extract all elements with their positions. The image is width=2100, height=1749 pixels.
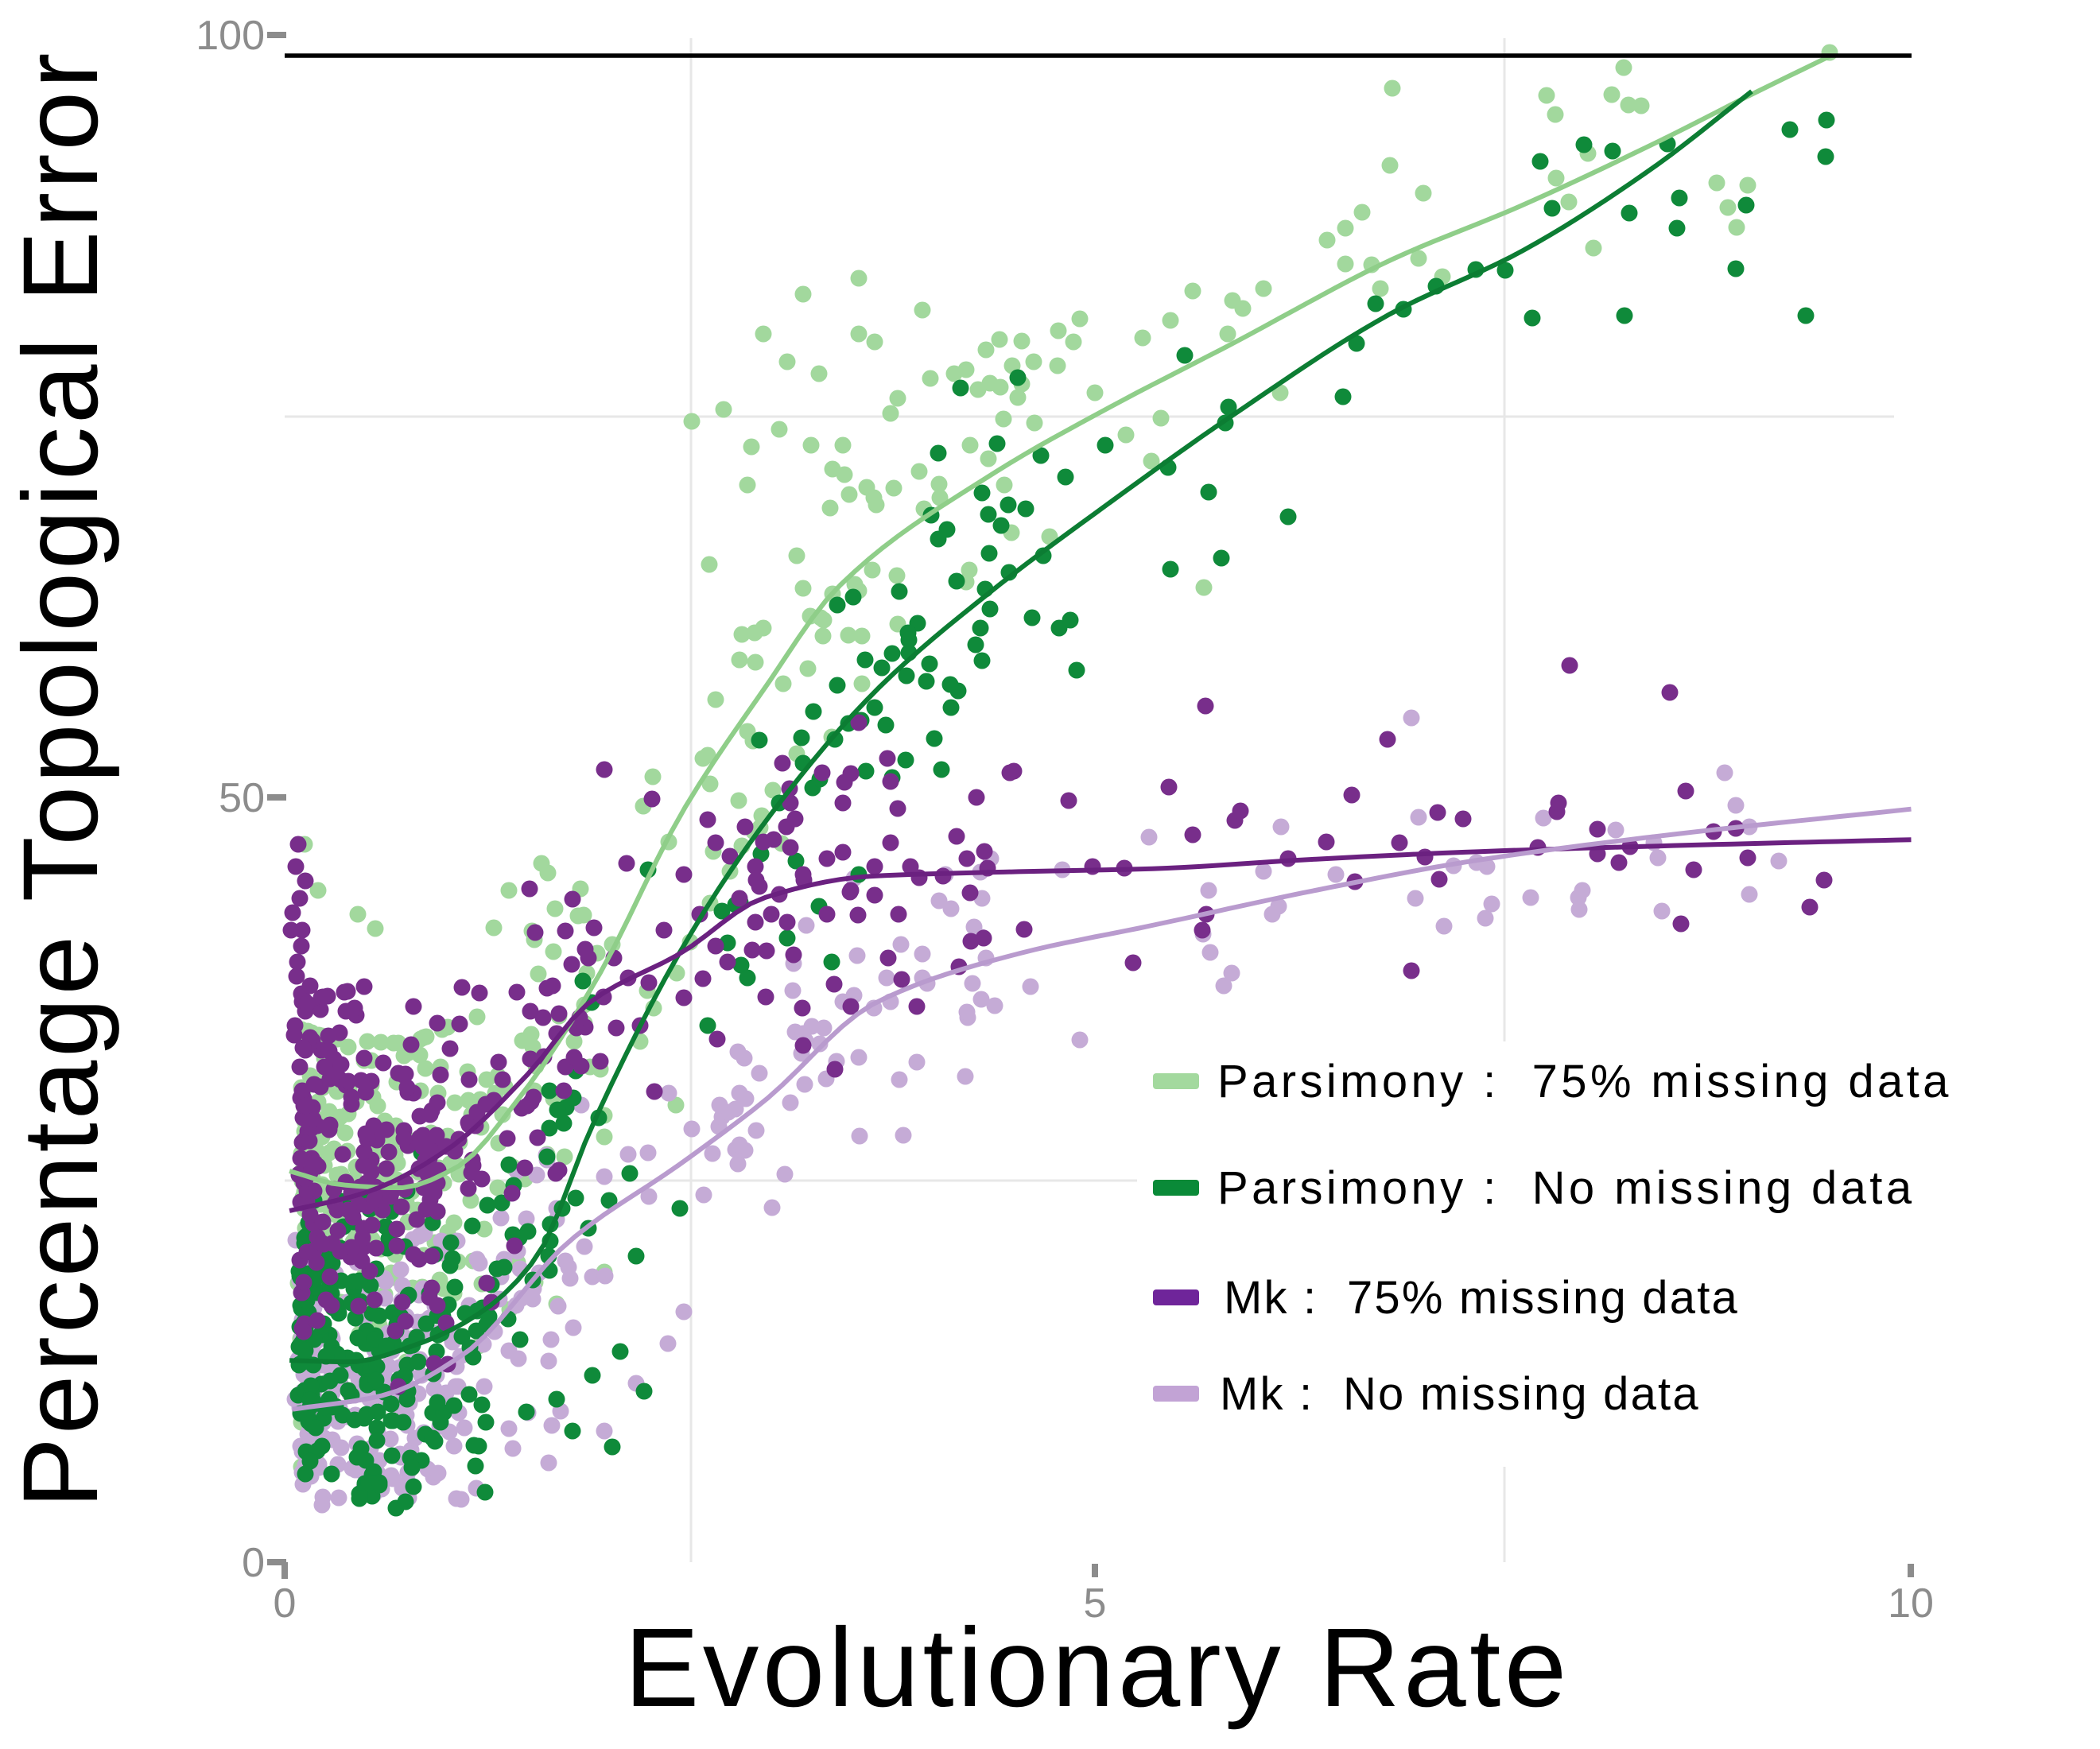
svg-text:5: 5	[1084, 1580, 1107, 1627]
svg-text:Percentage Topological Error: Percentage Topological Error	[2, 50, 120, 1509]
svg-text:100: 100	[196, 13, 265, 59]
svg-text:50: 50	[219, 775, 265, 821]
svg-text:Parsimony : 75% missing data: Parsimony : 75% missing data	[1217, 1056, 1952, 1107]
svg-text:Evolutionary Rate: Evolutionary Rate	[624, 1604, 1570, 1730]
svg-text:Parsimony : No missing data: Parsimony : No missing data	[1217, 1162, 1915, 1214]
svg-text:Mk : 75% missing data: Mk : 75% missing data	[1224, 1272, 1739, 1324]
svg-text:10: 10	[1888, 1580, 1934, 1627]
svg-text:0: 0	[242, 1540, 265, 1586]
svg-text:0: 0	[274, 1580, 297, 1627]
svg-text:Mk : No missing data: Mk : No missing data	[1220, 1368, 1700, 1420]
